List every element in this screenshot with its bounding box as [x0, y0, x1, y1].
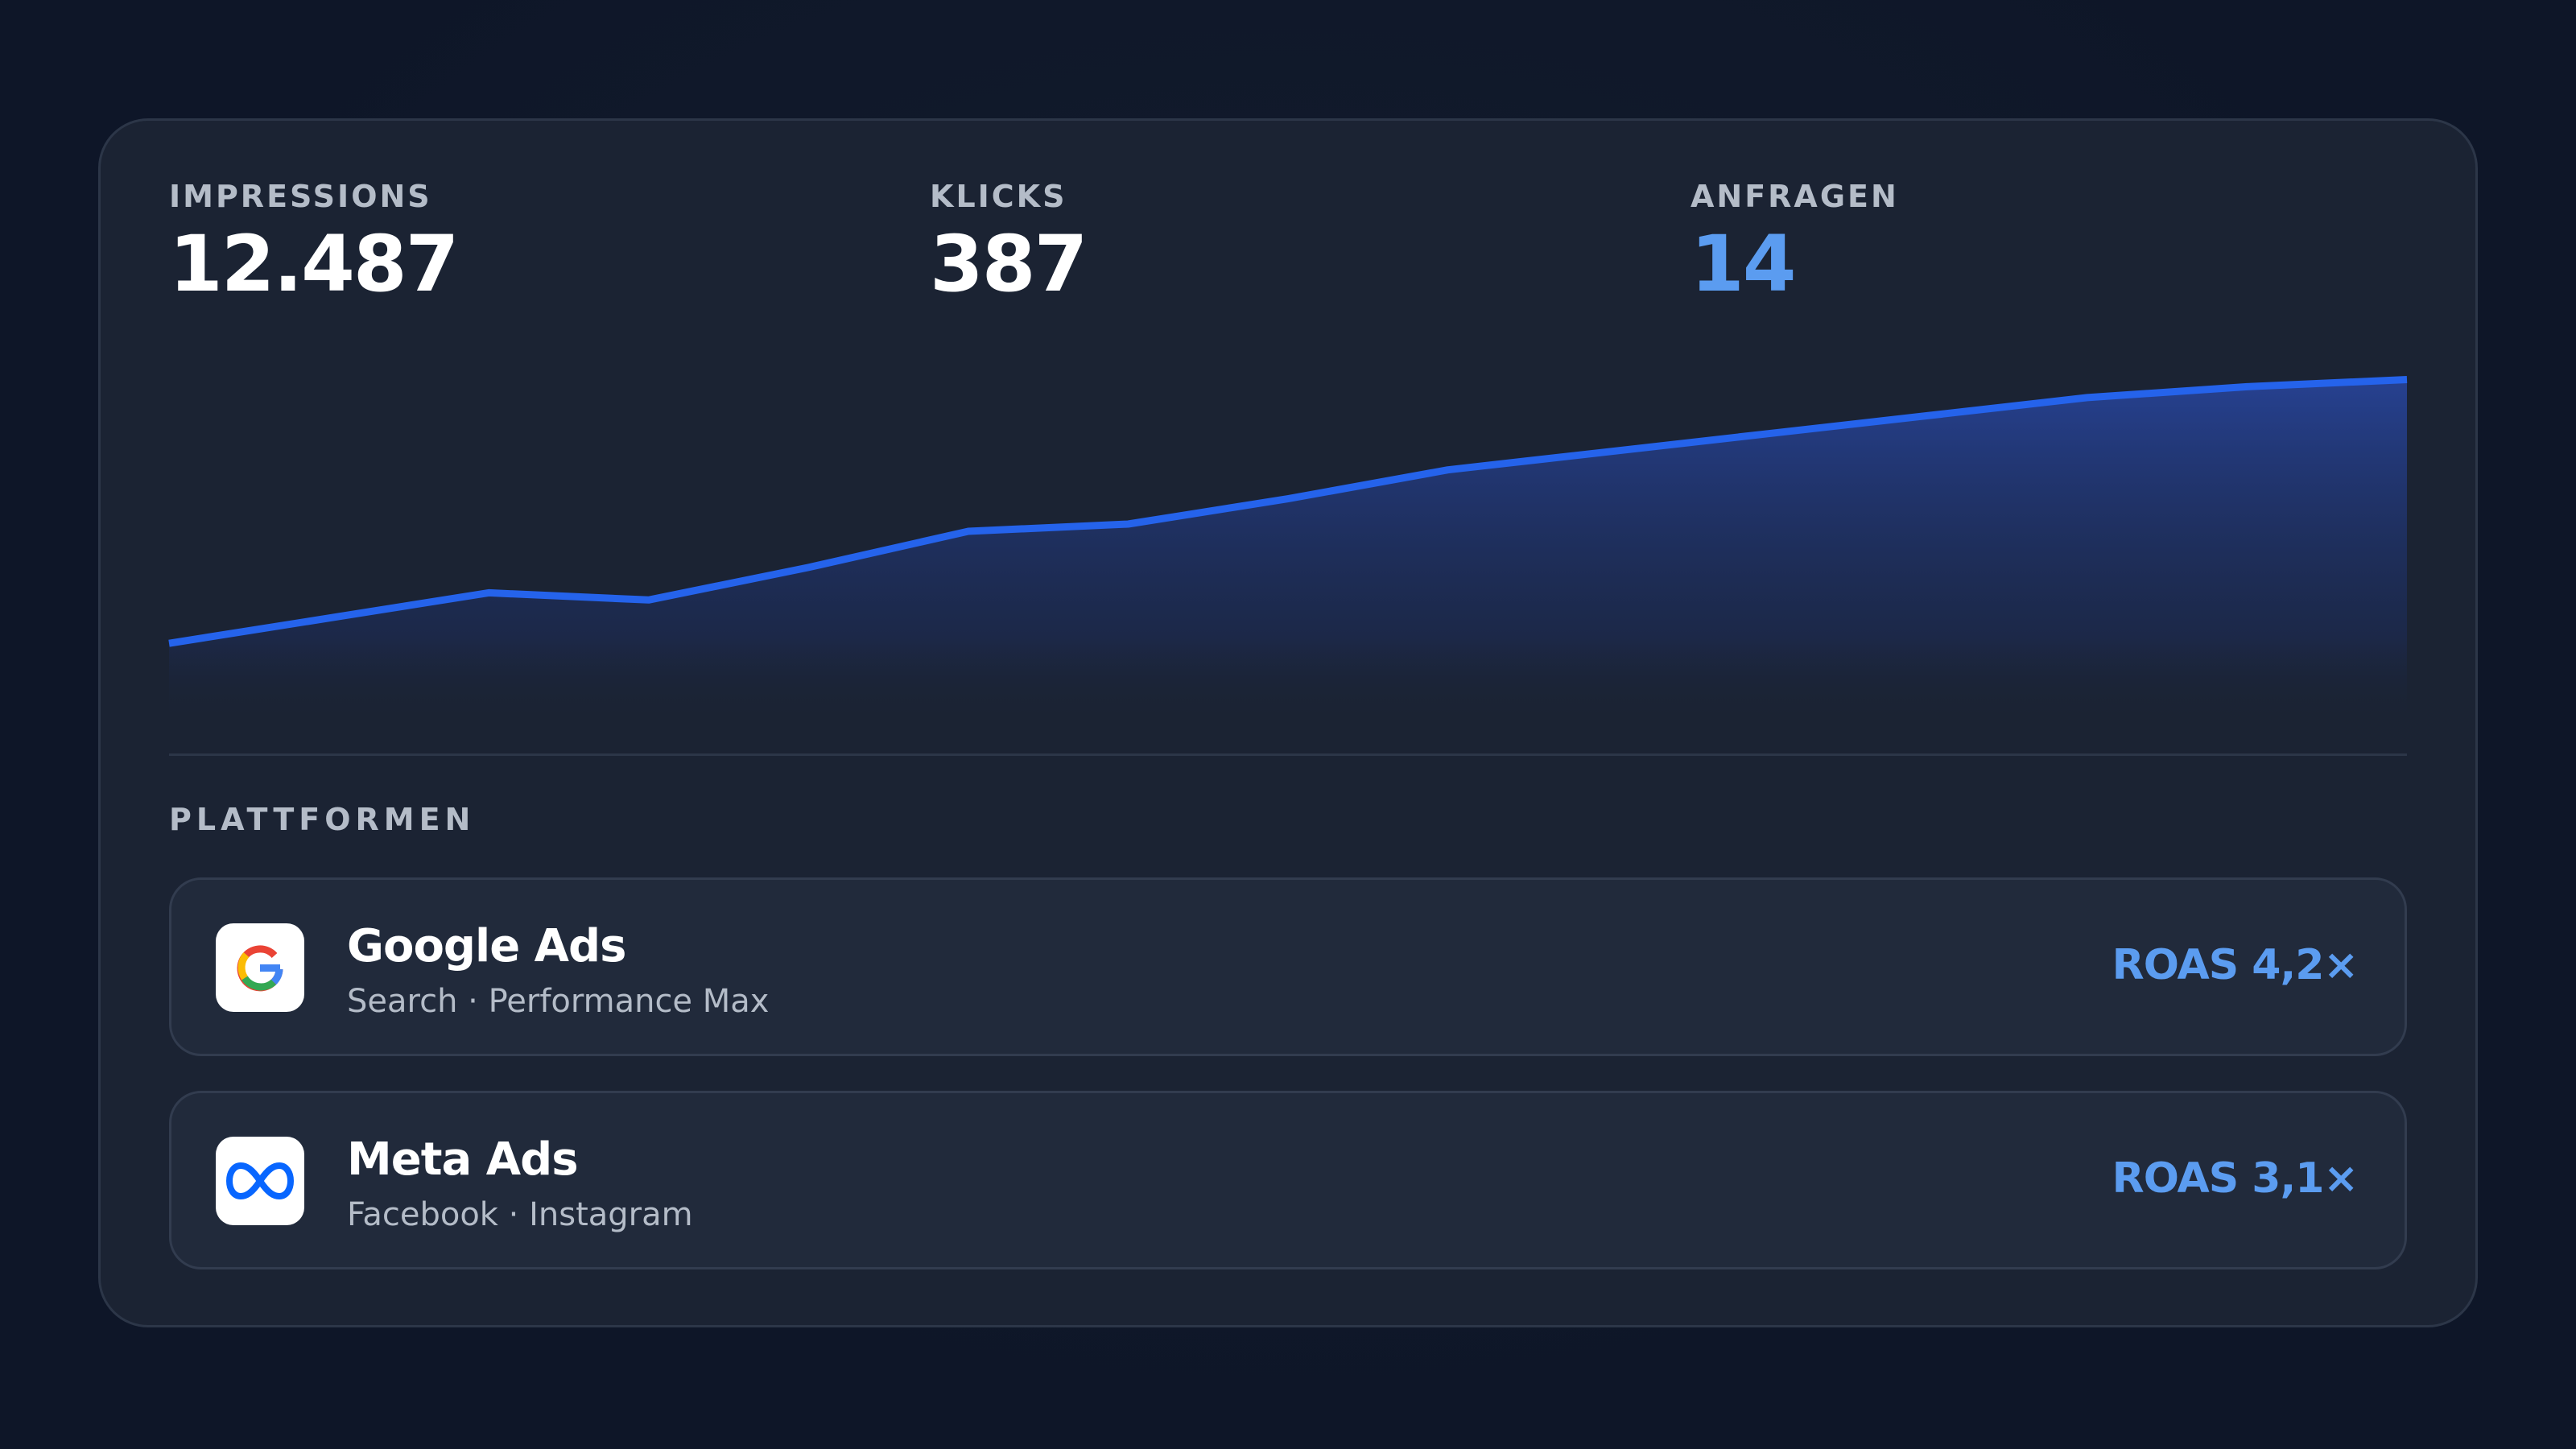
- stat-label: IMPRESSIONS: [169, 179, 432, 214]
- chart: [168, 376, 2408, 723]
- stat-label: ANFRAGEN: [1690, 179, 1899, 214]
- platform-name: Meta Ads: [347, 1133, 579, 1186]
- stat-value: 387: [930, 219, 1088, 309]
- platform-detail: Facebook · Instagram: [347, 1196, 693, 1233]
- divider: [169, 753, 2407, 756]
- platform-roas: ROAS 3,1×: [2112, 1154, 2359, 1203]
- platform-row[interactable]: Meta Ads Facebook · Instagram ROAS 3,1×: [169, 1091, 2407, 1269]
- stat-value: 12.487: [169, 219, 459, 309]
- google-icon: [216, 923, 304, 1012]
- meta-icon: [216, 1137, 304, 1225]
- platform-roas: ROAS 4,2×: [2112, 941, 2359, 989]
- line: [168, 376, 2408, 647]
- platform-detail: Search · Performance Max: [347, 983, 770, 1020]
- platform-name: Google Ads: [347, 920, 626, 972]
- platform-row[interactable]: Google Ads Search · Performance Max ROAS…: [169, 877, 2407, 1056]
- area-fill: [169, 379, 2407, 723]
- stat-value: 14: [1690, 219, 1797, 309]
- section-title: PLATTFORMEN: [169, 802, 476, 837]
- stat-label: KLICKS: [930, 179, 1067, 214]
